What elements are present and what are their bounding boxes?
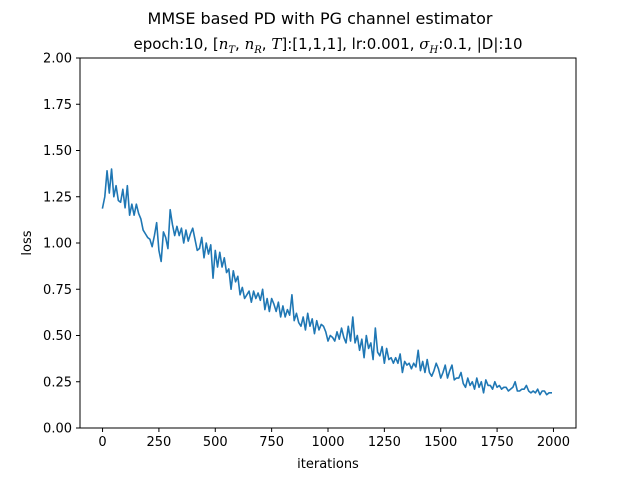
x-tick-label: 0 bbox=[98, 435, 106, 450]
subtitle-sigma-sub: H bbox=[429, 45, 439, 56]
series-layer bbox=[101, 168, 553, 396]
subtitle-nT-base: n bbox=[219, 35, 229, 53]
y-axis-ticks: 0.00 0.25 0.50 0.75 1.00 1.25 1.50 1.75 2.00 bbox=[43, 52, 80, 437]
x-tick-label: 250 bbox=[146, 435, 171, 450]
subtitle-mid: ]:[1,1,1], lr:0.001, bbox=[281, 35, 419, 53]
x-tick-label: 1000 bbox=[311, 435, 344, 450]
x-tick-label: 2000 bbox=[537, 435, 570, 450]
y-tick-label: 1.75 bbox=[43, 98, 72, 113]
subtitle-nR-sub: R bbox=[253, 45, 262, 56]
y-tick-label: 1.00 bbox=[43, 237, 72, 252]
y-tick-label: 0.00 bbox=[43, 422, 72, 437]
x-tick-label: 750 bbox=[259, 435, 284, 450]
subtitle-prefix: epoch:10, [ bbox=[133, 35, 218, 53]
subtitle-sep1: , bbox=[235, 35, 245, 53]
x-tick-label: 500 bbox=[203, 435, 228, 450]
loss-series-line bbox=[101, 168, 553, 396]
y-axis-label: loss bbox=[20, 230, 35, 255]
subtitle-nR-base: n bbox=[245, 35, 255, 53]
y-tick-label: 1.50 bbox=[43, 144, 72, 159]
subtitle-sigma-base: σ bbox=[419, 35, 430, 53]
x-tick-label: 1500 bbox=[424, 435, 457, 450]
y-tick-label: 1.25 bbox=[43, 190, 72, 205]
y-tick-label: 2.00 bbox=[43, 52, 72, 67]
y-tick-label: 0.75 bbox=[43, 283, 72, 298]
x-tick-label: 1250 bbox=[368, 435, 401, 450]
subtitle-suffix: :0.1, |D|:10 bbox=[438, 35, 522, 53]
x-axis-label: iterations bbox=[297, 457, 359, 472]
subtitle-T: T bbox=[271, 35, 282, 53]
chart-subtitle: epoch:10, [nT, nR, T]:[1,1,1], lr:0.001,… bbox=[133, 35, 522, 56]
chart-title: MMSE based PD with PG channel estimator bbox=[148, 9, 493, 28]
y-tick-label: 0.25 bbox=[43, 375, 72, 390]
x-axis-ticks: 0 250 500 750 1000 1250 1500 1750 2000 bbox=[98, 428, 570, 450]
y-tick-label: 0.50 bbox=[43, 329, 72, 344]
subtitle-sep2: , bbox=[262, 35, 272, 53]
x-tick-label: 1750 bbox=[481, 435, 514, 450]
subtitle-nT-sub: T bbox=[228, 45, 236, 56]
